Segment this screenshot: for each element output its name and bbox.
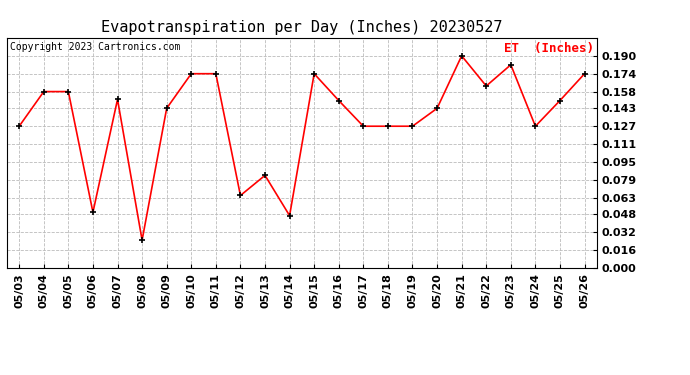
Title: Evapotranspiration per Day (Inches) 20230527: Evapotranspiration per Day (Inches) 2023…	[101, 20, 502, 35]
Text: Copyright 2023 Cartronics.com: Copyright 2023 Cartronics.com	[10, 42, 180, 52]
Text: ET  (Inches): ET (Inches)	[504, 42, 594, 55]
